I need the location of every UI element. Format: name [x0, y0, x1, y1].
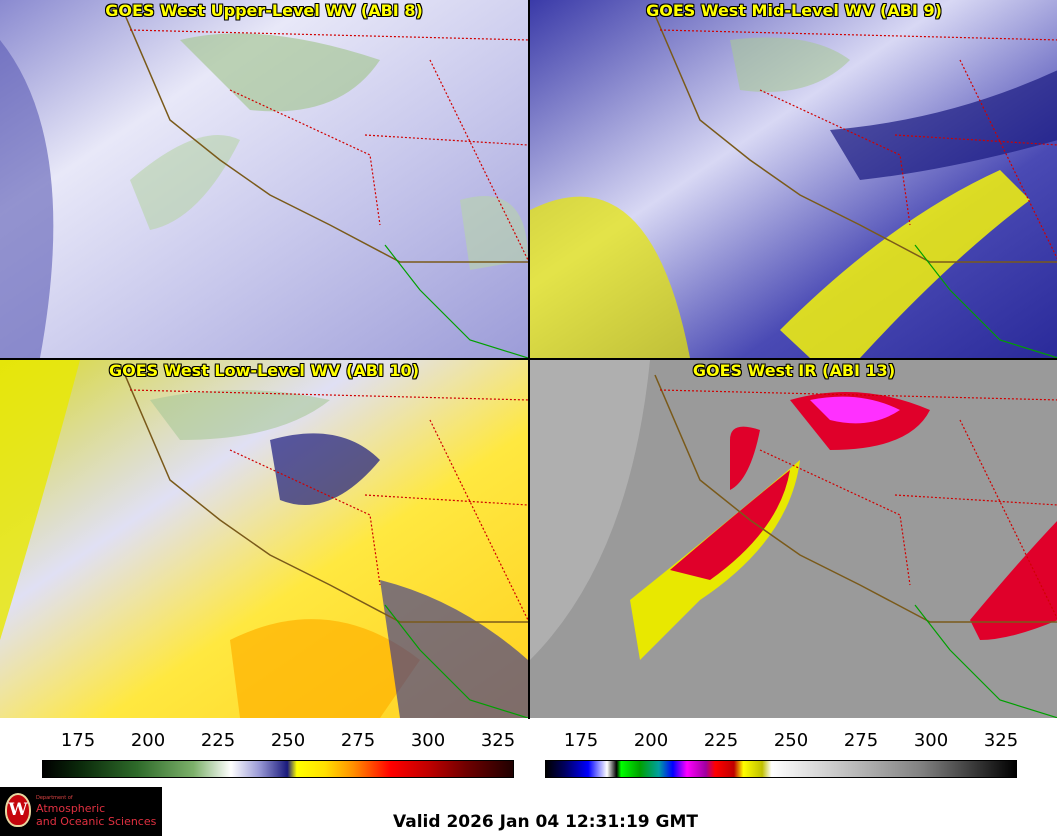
infrared-panel: GOES West IR (ABI 13)	[530, 360, 1057, 718]
tick-label: 250	[773, 730, 809, 751]
colorbar-ticks: 175 200 225 250 275 300 325	[545, 730, 1019, 760]
aos-logo[interactable]: W Department of Atmospheric and Oceanic …	[0, 787, 162, 836]
panel-divider-horizontal	[0, 358, 1057, 360]
panel-title: GOES West Mid-Level WV (ABI 9)	[646, 1, 942, 20]
infrared-image	[530, 360, 1057, 718]
tick-label: 275	[843, 730, 879, 751]
mid-level-wv-panel: GOES West Mid-Level WV (ABI 9)	[530, 0, 1057, 358]
upper-level-wv-panel: GOES West Upper-Level WV (ABI 8)	[0, 0, 528, 358]
infrared-color-scale	[545, 760, 1017, 778]
infrared-colorbar: 175 200 225 250 275 300 325	[545, 730, 1019, 780]
water-vapor-colorbar: 175 200 225 250 275 300 325	[42, 730, 516, 780]
tick-label: 200	[130, 730, 166, 751]
logo-dept-text: Department of	[36, 795, 73, 801]
tick-label: 200	[633, 730, 669, 751]
valid-time: Valid 2026 Jan 04 12:31:19 GMT	[393, 812, 699, 832]
tick-label: 325	[480, 730, 516, 751]
logo-name-line2: and Oceanic Sciences	[36, 815, 157, 828]
water-vapor-color-scale	[42, 760, 514, 778]
panel-title: GOES West Low-Level WV (ABI 10)	[108, 361, 419, 380]
tick-label: 325	[983, 730, 1019, 751]
panel-title: GOES West Upper-Level WV (ABI 8)	[105, 1, 423, 20]
tick-label: 175	[563, 730, 599, 751]
low-level-wv-panel: GOES West Low-Level WV (ABI 10)	[0, 360, 528, 718]
mid-level-wv-image	[530, 0, 1057, 358]
tick-label: 275	[340, 730, 376, 751]
tick-label: 250	[270, 730, 306, 751]
uw-seal-icon: W	[5, 793, 31, 827]
low-level-wv-image	[0, 360, 528, 718]
logo-name-line1: Atmospheric	[36, 802, 106, 815]
panel-title: GOES West IR (ABI 13)	[692, 361, 896, 380]
tick-label: 300	[410, 730, 446, 751]
colorbar-ticks: 175 200 225 250 275 300 325	[42, 730, 516, 760]
tick-label: 225	[200, 730, 236, 751]
tick-label: 225	[703, 730, 739, 751]
tick-label: 300	[913, 730, 949, 751]
tick-label: 175	[60, 730, 96, 751]
upper-level-wv-image	[0, 0, 528, 358]
